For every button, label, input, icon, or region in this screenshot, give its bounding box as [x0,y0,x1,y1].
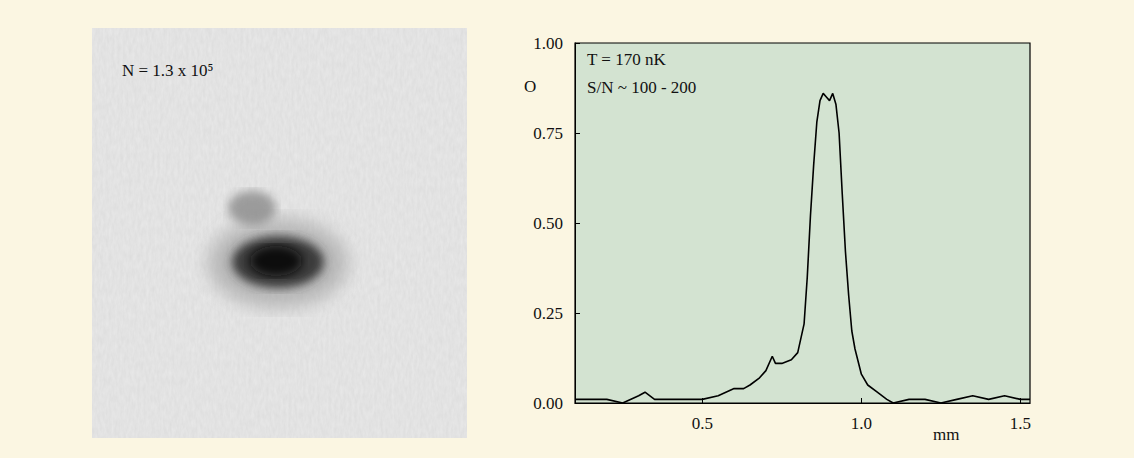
svg-text:0.00: 0.00 [533,394,563,413]
svg-text:0.5: 0.5 [692,414,713,433]
svg-text:O: O [524,77,536,96]
svg-text:1.0: 1.0 [851,414,872,433]
svg-text:1.5: 1.5 [1010,414,1031,433]
svg-text:T = 170 nK: T = 170 nK [587,50,666,69]
svg-text:0.50: 0.50 [533,214,563,233]
svg-text:N = 1.3 x 10⁵: N = 1.3 x 10⁵ [122,61,214,80]
svg-text:S/N ~ 100 - 200: S/N ~ 100 - 200 [587,78,696,97]
svg-text:0.75: 0.75 [533,124,563,143]
svg-text:mm: mm [933,425,959,444]
svg-text:0.25: 0.25 [533,304,563,323]
svg-text:1.00: 1.00 [533,34,563,53]
